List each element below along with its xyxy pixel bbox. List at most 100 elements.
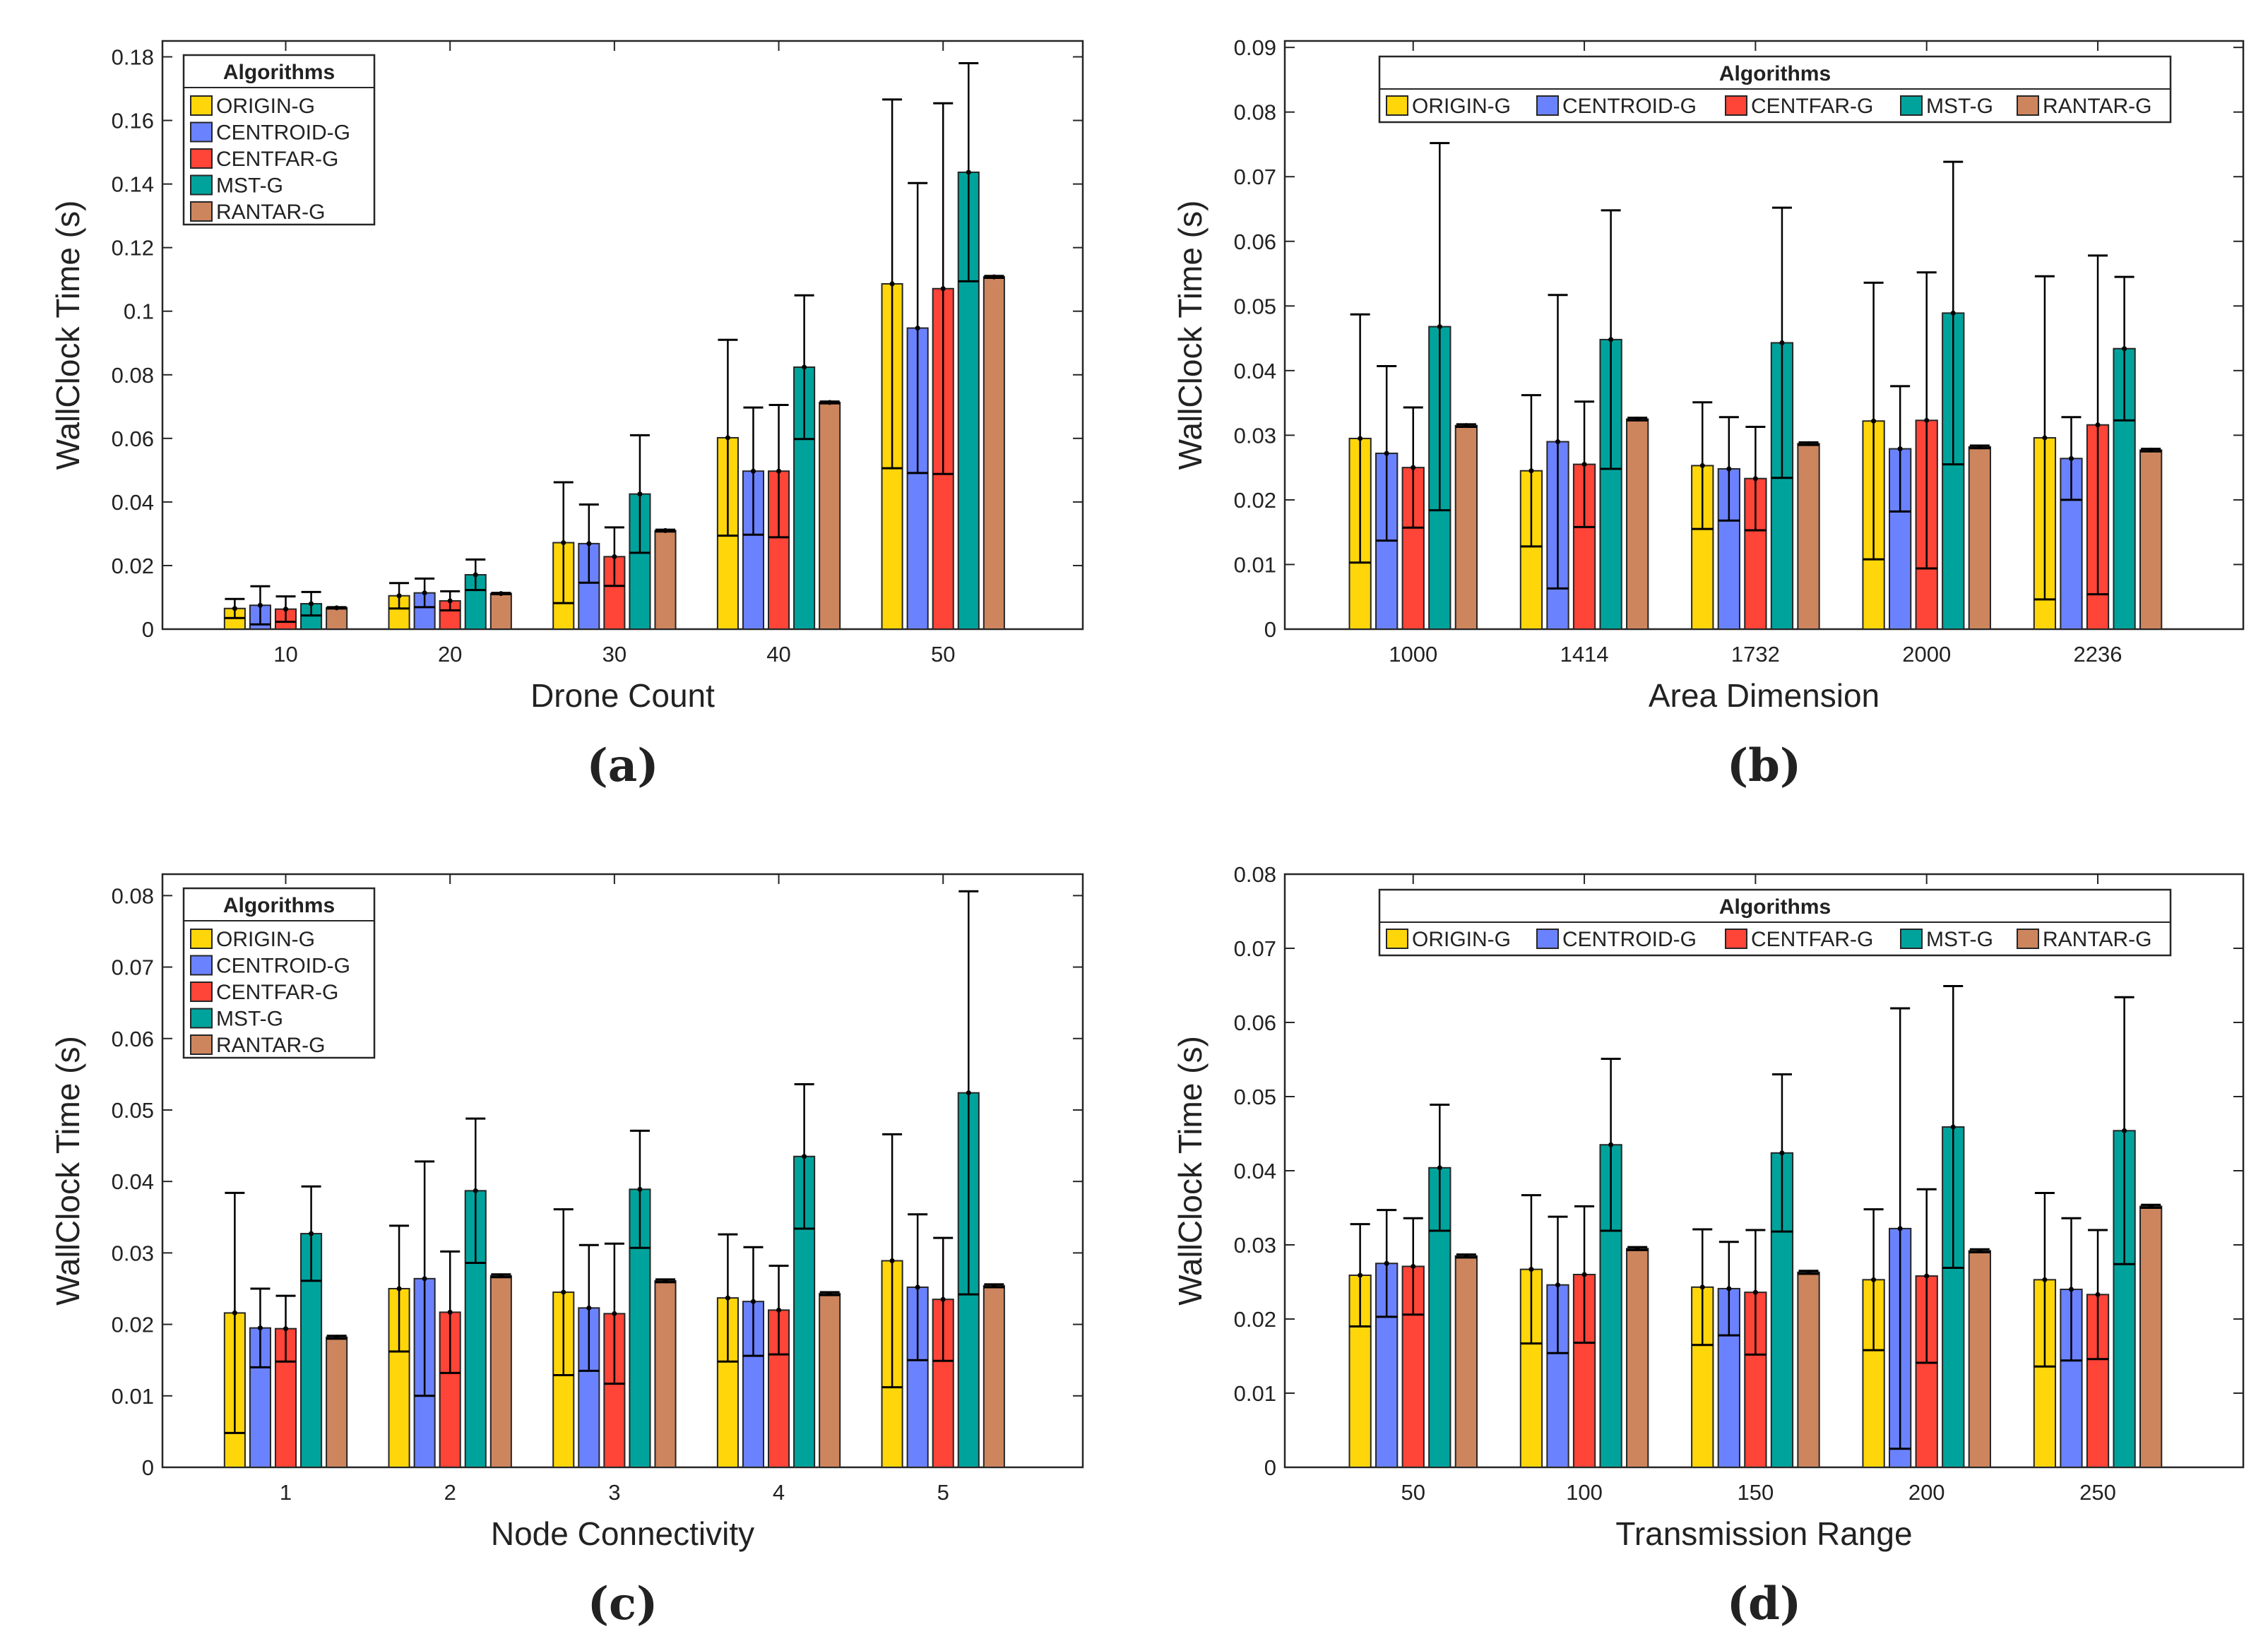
mean-marker: [2148, 447, 2154, 453]
panel-label: (a): [586, 739, 658, 792]
bar-rantar-g: [1454, 1255, 1478, 1468]
y-tick-label: 0.07: [1234, 936, 1276, 961]
legend: Algorithms ORIGIN-G CENTROID-G CENTFAR-G MST…: [182, 887, 376, 1059]
y-axis-label: WallClock Time (s): [49, 1036, 86, 1306]
legend-title: Algorithms: [223, 894, 335, 917]
x-tick-label: 3: [608, 1480, 620, 1505]
mean-marker: [1634, 417, 1640, 422]
legend-item-label: CENTROID-G: [1562, 928, 1697, 951]
y-tick-label: 0.04: [112, 1169, 154, 1194]
y-tick-label: 0.05: [112, 1098, 154, 1123]
y-tick-label: 0.08: [112, 363, 154, 388]
legend: Algorithms ORIGIN-G CENTROID-G CENTFAR-G MST…: [1378, 888, 2172, 957]
legend-swatch-mst-g: [1900, 95, 1923, 116]
mean-marker: [889, 1258, 895, 1264]
x-tick-label: 150: [1738, 1480, 1774, 1505]
x-axis-label: Transmission Range: [1615, 1515, 1912, 1552]
y-tick-label: 0.07: [112, 955, 154, 980]
x-axis-label: Node Connectivity: [491, 1515, 754, 1552]
x-tick-label: 2000: [1902, 642, 1951, 667]
legend-item-label: ORIGIN-G: [216, 95, 315, 118]
mean-marker: [447, 1309, 453, 1315]
mean-marker: [257, 1325, 263, 1331]
y-tick-label: 0.05: [1234, 1085, 1276, 1109]
mean-marker: [2122, 1128, 2127, 1133]
mean-marker: [637, 491, 643, 497]
y-tick-label: 0.08: [112, 883, 154, 908]
mean-marker: [1897, 1226, 1903, 1231]
mean-marker: [1384, 1260, 1389, 1266]
x-tick-label: 1000: [1389, 642, 1437, 667]
legend-title: Algorithms: [1719, 62, 1831, 85]
mean-marker: [1608, 1142, 1614, 1147]
legend-swatch-origin-g: [1386, 95, 1408, 116]
legend-item-label: MST-G: [1926, 95, 1993, 118]
mean-marker: [396, 593, 402, 599]
x-tick-label: 50: [1401, 1480, 1425, 1505]
legend: Algorithms ORIGIN-G CENTROID-G CENTFAR-G MST…: [182, 54, 376, 226]
mean-marker: [991, 1283, 997, 1289]
mean-marker: [612, 554, 617, 559]
mean-marker: [725, 1295, 730, 1301]
mean-marker: [1384, 450, 1389, 456]
y-tick-label: 0.16: [112, 109, 154, 133]
y-tick-label: 0.12: [112, 236, 154, 261]
y-tick-label: 0.07: [1234, 165, 1276, 189]
legend-item-label: ORIGIN-G: [1412, 95, 1511, 118]
legend-item-label: CENTFAR-G: [216, 981, 338, 1004]
x-tick-label: 4: [773, 1480, 785, 1505]
legend-swatch-centroid-g: [190, 955, 213, 976]
y-tick-label: 0: [1264, 617, 1276, 642]
y-axis-label: WallClock Time (s): [1172, 201, 1209, 470]
y-tick-label: 0.04: [112, 490, 154, 515]
legend-swatch-mst-g: [190, 174, 213, 196]
bar-rantar-g: [982, 276, 1005, 630]
legend-swatch-mst-g: [1900, 929, 1923, 949]
mean-marker: [1463, 1253, 1469, 1259]
legend-title: Algorithms: [223, 61, 335, 84]
mean-marker: [940, 286, 946, 292]
legend-item-label: CENTROID-G: [216, 955, 350, 978]
mean-marker: [257, 602, 263, 608]
mean-marker: [2095, 422, 2101, 428]
legend-swatch-rantar-g: [190, 201, 213, 222]
bar-rantar-g: [819, 401, 841, 630]
mean-marker: [1752, 476, 1758, 482]
bar-rantar-g: [654, 1279, 677, 1469]
legend-box: [182, 54, 376, 226]
bar-centfar-g: [932, 1299, 954, 1469]
mean-marker: [663, 1278, 668, 1284]
y-tick-label: 0.08: [1234, 100, 1276, 125]
mean-marker: [1437, 324, 1442, 330]
bar-rantar-g: [819, 1293, 841, 1468]
mean-marker: [750, 1299, 756, 1304]
mean-marker: [663, 527, 668, 533]
mean-marker: [802, 364, 807, 370]
legend-swatch-centfar-g: [190, 148, 213, 169]
legend-item-label: MST-G: [216, 1008, 283, 1031]
mean-marker: [1555, 1282, 1561, 1288]
mean-marker: [637, 1186, 643, 1192]
x-tick-label: 100: [1566, 1480, 1603, 1505]
x-tick-label: 1414: [1560, 642, 1609, 667]
y-tick-label: 0.09: [1234, 35, 1276, 60]
mean-marker: [889, 281, 895, 287]
y-tick-label: 0: [142, 617, 154, 642]
mean-marker: [1950, 310, 1956, 316]
mean-marker: [991, 274, 997, 280]
x-tick-label: 2236: [2074, 642, 2122, 667]
bar-rantar-g: [1626, 1248, 1649, 1468]
y-tick-label: 0.02: [1234, 488, 1276, 513]
legend-item-label: MST-G: [216, 174, 283, 198]
y-tick-label: 0.03: [112, 1241, 154, 1265]
x-tick-label: 40: [766, 642, 790, 667]
bar-rantar-g: [1626, 418, 1649, 630]
legend-swatch-rantar-g: [2017, 95, 2039, 116]
legend-item-label: RANTAR-G: [2043, 928, 2151, 951]
y-tick-label: 0.01: [112, 1384, 154, 1409]
x-tick-label: 5: [937, 1480, 949, 1505]
mean-marker: [232, 606, 237, 611]
mean-marker: [2042, 1277, 2048, 1282]
mean-marker: [1752, 1289, 1758, 1295]
